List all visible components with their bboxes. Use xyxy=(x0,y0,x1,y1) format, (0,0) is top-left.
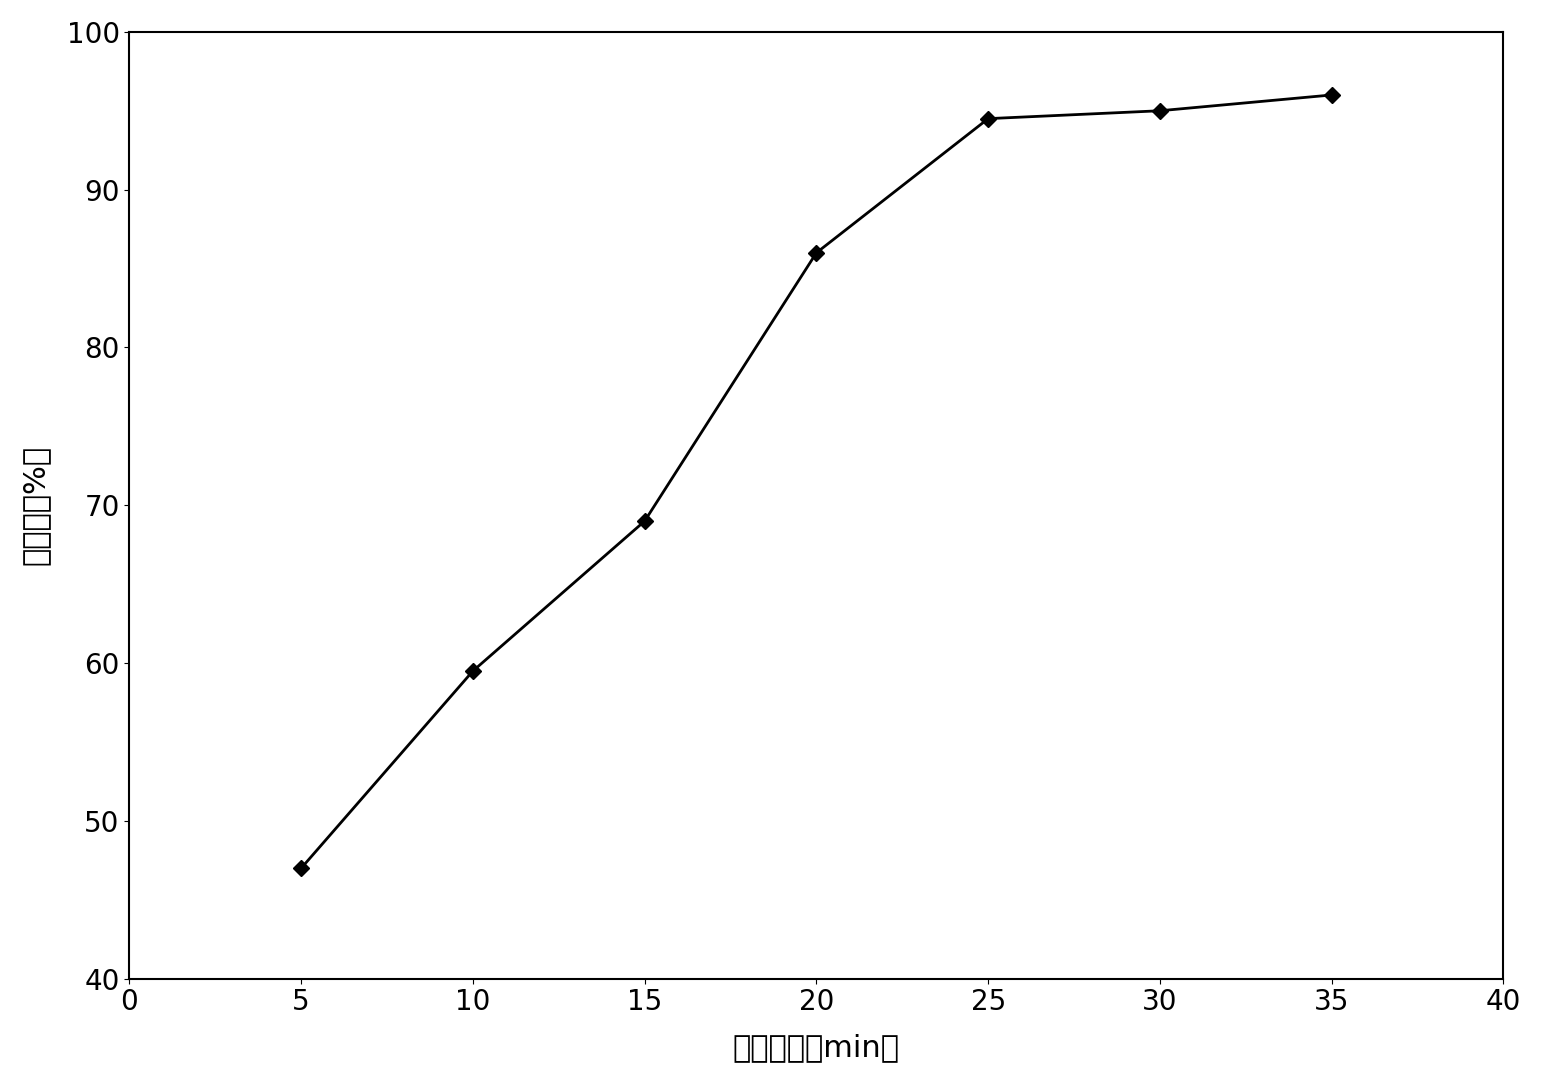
Y-axis label: 转化率（%）: 转化率（%） xyxy=(22,445,49,565)
X-axis label: 反应时间（min）: 反应时间（min） xyxy=(732,1033,901,1062)
